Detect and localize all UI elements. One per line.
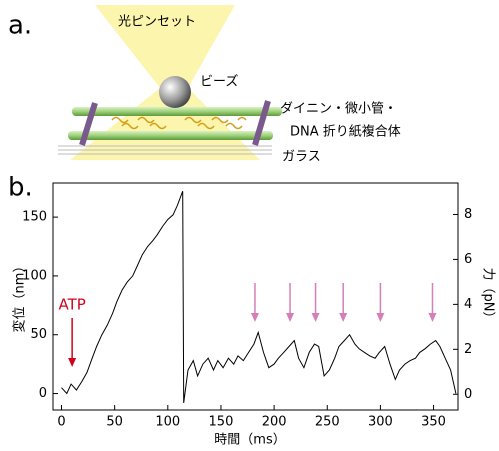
beam-label: 光ピンセット (118, 15, 196, 30)
y-tick-label: 50 (30, 327, 47, 342)
diagram: a. 光ピンセット ビーズ ダイニン・微小管・ DNA 折り紙複合体 ガラス (8, 5, 401, 165)
glass-label: ガラス (282, 150, 321, 165)
trace (62, 191, 456, 403)
x-tick-label: 150 (209, 415, 234, 430)
atp-label: ATP (58, 296, 85, 314)
y-tick-label: 100 (22, 268, 47, 283)
event-arrowhead (339, 313, 347, 322)
y-tick-label: 0 (39, 386, 47, 401)
microtubule (68, 131, 273, 140)
x-axis-label: 時間（ms） (214, 433, 285, 448)
bead-label: ビーズ (200, 74, 238, 90)
event-arrowhead (312, 313, 320, 322)
x-tick-label: 200 (262, 415, 287, 430)
complex-label: DNA 折り紙複合体 (290, 124, 401, 140)
figure: a. 光ピンセット ビーズ ダイニン・微小管・ DNA 折り紙複合体 ガラス b… (0, 0, 499, 451)
y2-tick-label: 2 (464, 342, 472, 357)
microtubule (72, 107, 282, 116)
panel-label: b. (8, 173, 33, 203)
event-arrowhead (251, 313, 259, 322)
x-tick-label: 50 (106, 415, 123, 430)
panel-label: a. (8, 11, 32, 41)
x-tick-label: 250 (315, 415, 340, 430)
y2-tick-label: 6 (464, 252, 472, 267)
y2-tick-label: 4 (464, 297, 472, 312)
event-arrowhead (376, 313, 384, 322)
y2-axis-label: 力（pN） (481, 268, 496, 325)
event-arrowhead (428, 313, 436, 322)
bead (159, 76, 191, 108)
x-tick-label: 100 (155, 415, 180, 430)
x-tick-label: 300 (368, 415, 393, 430)
atp-arrowhead (68, 358, 76, 367)
event-arrowhead (286, 313, 294, 322)
y2-tick-label: 0 (464, 387, 472, 402)
complex-label: ダイニン・微小管・ (280, 102, 397, 117)
x-tick-label: 0 (57, 415, 65, 430)
x-tick-label: 350 (421, 415, 446, 430)
y2-tick-label: 8 (464, 207, 472, 222)
y-tick-label: 150 (22, 210, 47, 225)
